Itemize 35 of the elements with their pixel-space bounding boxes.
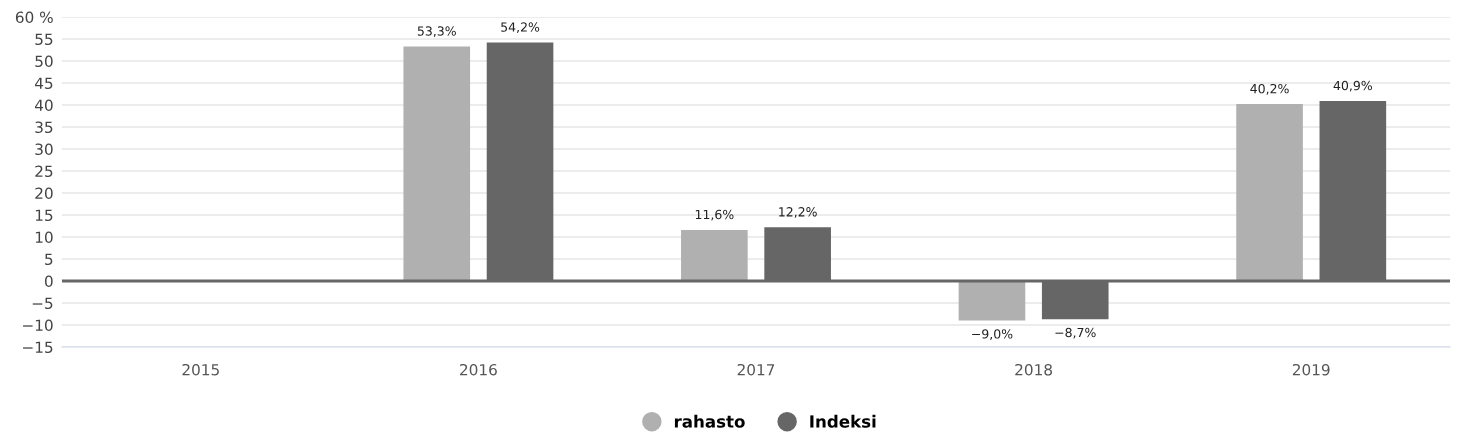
bar [958,281,1026,321]
bar [681,229,748,281]
bar [403,46,471,281]
y-tick-label: 55 [35,33,53,46]
y-tick-label: −15 [23,341,53,354]
data-label: −9,0% [972,329,1013,340]
y-tick-label: 10 [35,231,53,244]
y-tick-label: 15 [35,209,53,222]
data-label: 11,6% [695,209,734,221]
x-tick-label: 2015 [182,363,219,376]
y-tick-label: −10 [23,319,53,332]
data-label: 40,9% [1333,80,1373,92]
legend-label: Indeksi [810,414,876,428]
data-label: 53,3% [417,26,456,37]
legend-label: rahasto [674,414,745,428]
y-tick-label: 45 [34,77,53,90]
y-tick-label: 35 [35,121,53,134]
y-tick-label: 5 [45,253,53,266]
y-tick-label: 40 [34,99,53,112]
y-tick-label: 0 [44,275,53,288]
data-label: 40,2% [1250,83,1289,95]
data-label: 12,2% [779,207,817,218]
x-tick-label: 2016 [460,363,497,376]
x-tick-label: 2017 [737,363,775,376]
y-tick-label: 60 % [15,11,53,24]
y-tick-label: 25 [35,165,53,178]
y-tick-label: −5 [32,297,53,310]
y-tick-label: 20 [35,187,53,200]
x-tick-label: 2019 [1292,363,1330,376]
y-tick-label: 30 [35,143,53,156]
x-tick-label: 2018 [1015,363,1052,376]
y-tick-label: 50 [35,55,53,68]
data-label: −8,7% [1055,327,1096,339]
bar [1236,104,1303,281]
data-label: 54,2% [501,22,540,34]
